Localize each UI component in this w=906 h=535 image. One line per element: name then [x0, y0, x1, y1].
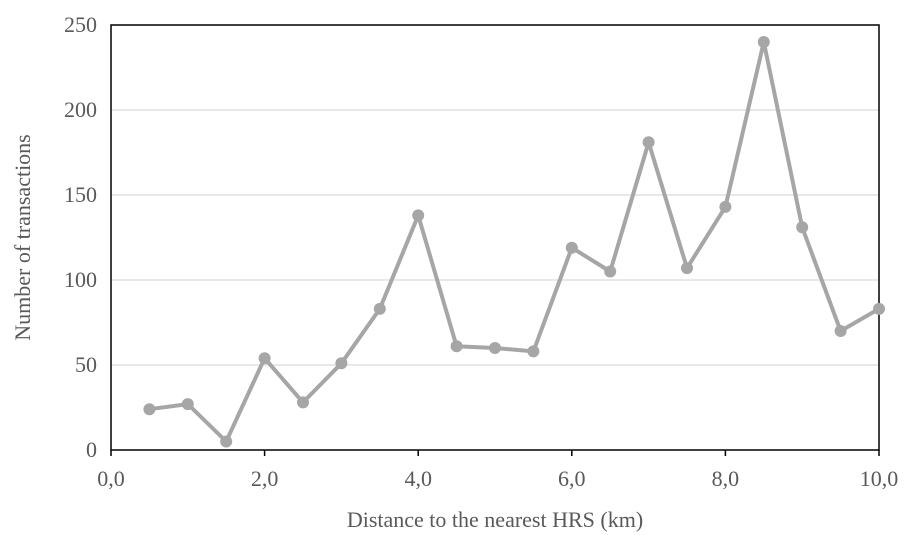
data-point [258, 352, 271, 365]
data-point [796, 221, 809, 234]
x-axis-title: Distance to the nearest HRS (km) [347, 507, 643, 532]
data-point [565, 241, 578, 254]
gridlines [111, 109, 879, 366]
y-tick-label: 250 [64, 12, 97, 37]
x-tick-label: 4,0 [404, 466, 432, 491]
data-point [143, 403, 156, 416]
x-tick-label: 8,0 [712, 466, 740, 491]
data-point [489, 342, 501, 354]
data-point [681, 262, 693, 275]
x-tick-label: 10,0 [860, 466, 899, 491]
data-point [335, 357, 348, 370]
y-axis-title: Number of transactions [10, 134, 35, 341]
y-tick-label: 150 [64, 182, 97, 207]
data-point [220, 435, 233, 448]
data-point [642, 136, 655, 149]
x-tick-label: 6,0 [558, 466, 586, 491]
x-tick-label: 0,0 [97, 466, 125, 491]
y-tick-label: 200 [64, 97, 97, 122]
data-point [527, 345, 540, 358]
x-tick-label: 2,0 [251, 466, 279, 491]
y-axis-tick-labels: 0 50 100 150 200 250 [64, 12, 97, 462]
x-axis-tick-labels: 0,0 2,0 4,0 6,0 8,0 10,0 [97, 450, 898, 491]
data-point [719, 200, 732, 213]
data-point [604, 265, 617, 278]
y-tick-label: 100 [64, 267, 97, 292]
data-point [450, 340, 463, 353]
data-point [297, 396, 309, 409]
data-point [873, 302, 885, 315]
data-point [412, 209, 425, 222]
series-layer [143, 36, 885, 448]
y-tick-label: 0 [86, 437, 97, 462]
data-point [181, 398, 194, 411]
data-point [757, 36, 770, 48]
data-point [834, 325, 847, 337]
y-tick-label: 50 [75, 352, 97, 377]
data-point [373, 302, 386, 315]
plot-area-border [110, 24, 880, 451]
series-line [149, 40, 880, 444]
